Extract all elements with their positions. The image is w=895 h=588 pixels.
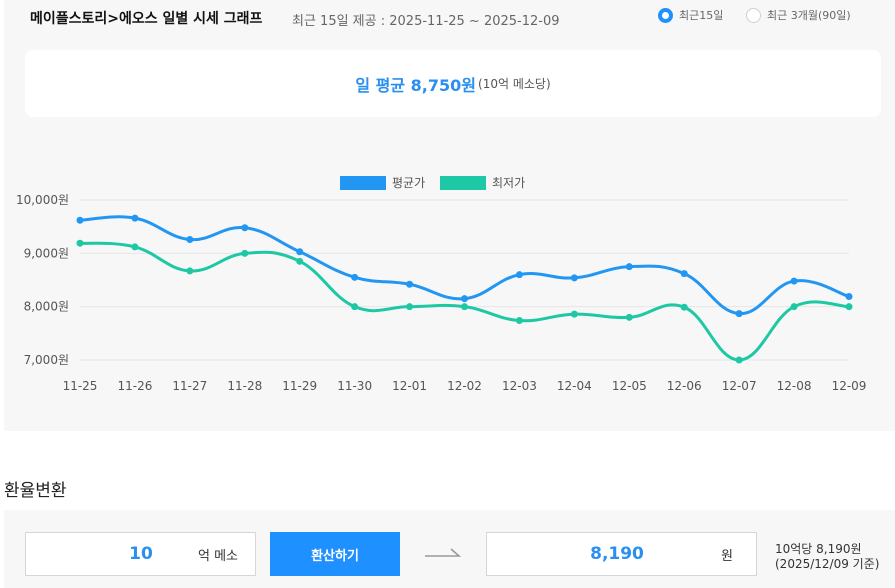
x-tick-label: 12-04 xyxy=(557,379,592,393)
data-point[interactable] xyxy=(406,303,414,311)
arrow-right-icon xyxy=(425,548,462,557)
data-point[interactable] xyxy=(241,249,249,257)
x-tick-label: 12-01 xyxy=(392,379,427,393)
data-point[interactable] xyxy=(186,235,194,243)
data-point[interactable] xyxy=(406,280,414,288)
data-point[interactable] xyxy=(461,303,468,311)
meso-amount-input[interactable] xyxy=(26,533,256,575)
meso-input-box[interactable]: 억 메소 xyxy=(25,532,256,576)
x-tick-label: 11-26 xyxy=(117,379,152,393)
legend-swatch xyxy=(440,176,486,190)
won-output-box: 원 xyxy=(486,532,757,576)
x-tick-label: 11-25 xyxy=(63,379,98,393)
data-point[interactable] xyxy=(790,303,798,311)
section-title-exchange: 환율변환 xyxy=(4,481,67,501)
x-tick-label: 11-29 xyxy=(282,379,317,393)
data-point[interactable] xyxy=(625,263,633,271)
x-tick-label: 11-28 xyxy=(227,379,262,393)
data-point[interactable] xyxy=(680,270,688,278)
x-tick-label: 12-06 xyxy=(667,379,702,393)
x-tick-label: 12-07 xyxy=(722,379,757,393)
radio-selected-icon[interactable] xyxy=(658,7,673,23)
x-tick-label: 11-30 xyxy=(337,379,372,393)
legend-swatch xyxy=(340,176,386,190)
page-title: 메이플스토리>에오스 일별 시세 그래프 xyxy=(30,11,263,27)
meso-unit-label: 억 메소 xyxy=(198,549,239,564)
won-amount-output xyxy=(487,533,747,575)
data-point[interactable] xyxy=(131,214,139,222)
range-option-90days[interactable]: 최근 3개월(90일) xyxy=(746,7,851,23)
data-point[interactable] xyxy=(515,317,523,325)
y-tick-label: 7,000원 xyxy=(24,353,69,367)
data-point[interactable] xyxy=(76,216,84,224)
x-tick-label: 12-08 xyxy=(777,379,812,393)
data-point[interactable] xyxy=(241,224,249,232)
data-point[interactable] xyxy=(351,303,359,311)
y-tick-label: 9,000원 xyxy=(24,246,69,260)
data-point[interactable] xyxy=(680,303,688,311)
y-tick-label: 10,000원 xyxy=(16,193,69,207)
convert-button[interactable]: 환산하기 xyxy=(270,532,400,576)
average-unit: (10억 메소당) xyxy=(478,77,551,91)
y-tick-label: 8,000원 xyxy=(24,300,69,314)
data-point[interactable] xyxy=(570,310,578,318)
data-point[interactable] xyxy=(515,271,523,279)
legend-label: 평균가 xyxy=(392,176,425,190)
rate-reference-date: (2025/12/09 기준) xyxy=(775,557,880,571)
data-point[interactable] xyxy=(845,293,853,301)
range-option-label: 최근 3개월(90일) xyxy=(767,9,851,22)
data-point[interactable] xyxy=(570,274,578,282)
x-tick-label: 12-02 xyxy=(447,379,482,393)
data-point[interactable] xyxy=(845,303,853,311)
range-option-label: 최근15일 xyxy=(679,9,724,22)
x-tick-label: 11-27 xyxy=(172,379,207,393)
average-price: 일 평균 8,750원 xyxy=(355,75,477,95)
data-point[interactable] xyxy=(76,239,84,247)
price-line-chart: 평균가 최저가 7,000원 8,000원 9,000원 10,000원 11-25 11-… xyxy=(16,176,867,393)
x-tick-label: 12-03 xyxy=(502,379,537,393)
data-point[interactable] xyxy=(186,267,194,275)
data-point[interactable] xyxy=(296,248,304,256)
data-point[interactable] xyxy=(296,257,304,265)
radio-unselected-icon[interactable] xyxy=(746,7,761,23)
won-unit-label: 원 xyxy=(721,549,733,564)
average-summary-box: 일 평균 8,750원 (10억 메소당) xyxy=(25,50,881,117)
x-tick-label: 12-09 xyxy=(832,379,867,393)
range-option-15days[interactable]: 최근15일 xyxy=(658,7,723,23)
rate-per-billion: 10억당 8,190원 xyxy=(775,542,862,556)
data-point[interactable] xyxy=(790,277,798,285)
data-point[interactable] xyxy=(735,310,743,318)
date-range-text: 최근 15일 제공 : 2025-11-25 ~ 2025-12-09 xyxy=(292,14,560,29)
data-point[interactable] xyxy=(625,313,633,321)
data-point[interactable] xyxy=(131,243,139,251)
data-point[interactable] xyxy=(461,295,468,303)
legend-label: 최저가 xyxy=(492,176,525,190)
data-point[interactable] xyxy=(735,356,743,364)
x-tick-label: 12-05 xyxy=(612,379,647,393)
series-line-0 xyxy=(79,215,850,316)
data-point[interactable] xyxy=(351,273,359,281)
